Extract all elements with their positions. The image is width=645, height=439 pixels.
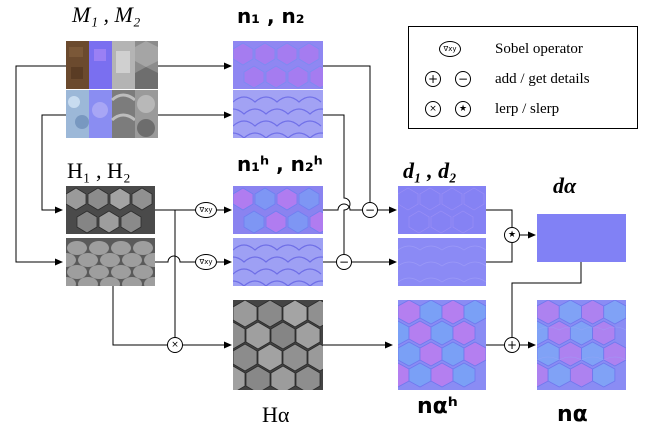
subtract-operator-d2: − bbox=[336, 254, 352, 270]
n2-normal-map bbox=[233, 90, 323, 138]
sobel-operator-h2: ∇xy bbox=[195, 254, 217, 270]
m1-texture-thumbnail bbox=[66, 41, 158, 89]
legend-add-text: add / get details bbox=[495, 71, 590, 87]
legend-row-sobel: ∇xy Sobel operator bbox=[409, 37, 637, 61]
label-m1-m2: M₁ , M₂ bbox=[72, 2, 141, 27]
d2-detail-map bbox=[398, 238, 486, 286]
nh2-normal-map bbox=[233, 238, 323, 286]
add-operator: + bbox=[504, 337, 520, 353]
legend-sobel-text: Sobel operator bbox=[495, 41, 583, 57]
m2-texture-thumbnail bbox=[66, 90, 158, 138]
n-alpha-normal-map bbox=[537, 300, 626, 390]
subtract-operator-d1: − bbox=[362, 202, 378, 218]
nh-alpha-normal-map bbox=[398, 300, 486, 390]
legend-row-lerp: × ★ lerp / slerp bbox=[409, 97, 637, 121]
label-h-alpha: Hα bbox=[262, 402, 290, 427]
slerp-icon: ★ bbox=[455, 101, 471, 117]
h1-height-map bbox=[66, 186, 155, 234]
legend-lerp-text: lerp / slerp bbox=[495, 101, 560, 117]
label-d-alpha: dα bbox=[553, 173, 577, 198]
sobel-operator-h1: ∇xy bbox=[195, 202, 217, 218]
lerp-icon: × bbox=[425, 101, 441, 117]
n1-normal-map bbox=[233, 41, 323, 89]
slerp-operator: ★ bbox=[504, 227, 520, 243]
label-h1-h2: H₁ , H₂ bbox=[67, 158, 131, 183]
sobel-icon: ∇xy bbox=[439, 41, 461, 57]
d1-detail-map bbox=[398, 186, 486, 234]
h2-height-map bbox=[66, 238, 155, 286]
label-n-alpha: nα bbox=[557, 402, 588, 427]
add-icon: + bbox=[425, 71, 441, 87]
legend-box: ∇xy Sobel operator + − add / get details… bbox=[408, 26, 638, 129]
lerp-operator: × bbox=[167, 337, 183, 353]
d-alpha-detail-map bbox=[537, 214, 626, 262]
label-n1-n2: n₁ , n₂ bbox=[237, 4, 305, 28]
label-nh-alpha: nαʰ bbox=[417, 394, 458, 419]
label-d1-d2: d₁ , d₂ bbox=[403, 158, 457, 183]
h-alpha-height-map bbox=[233, 300, 323, 390]
subtract-icon: − bbox=[455, 71, 471, 87]
nh1-normal-map bbox=[233, 186, 323, 234]
label-nh1-nh2: n₁ʰ , n₂ʰ bbox=[237, 152, 323, 176]
legend-row-add: + − add / get details bbox=[409, 67, 637, 91]
